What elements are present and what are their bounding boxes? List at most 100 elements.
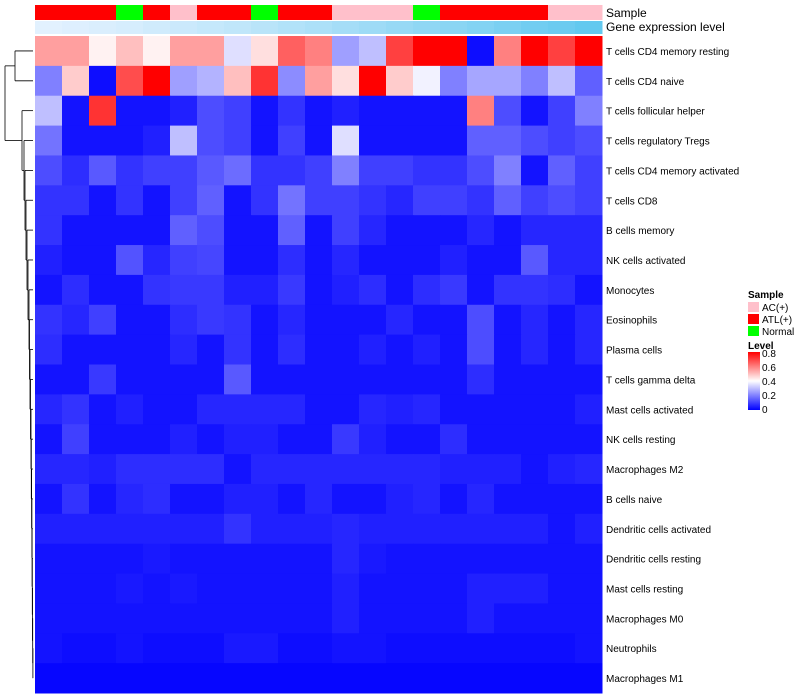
row-label: T cells CD4 naive: [606, 77, 685, 88]
row-label: T cells CD4 memory resting: [606, 47, 729, 58]
heatmap-cell: [305, 603, 333, 634]
heatmap-cell: [89, 125, 117, 156]
heatmap-cell: [170, 95, 198, 127]
heatmap-cell: [548, 573, 576, 604]
annotation-sample-cell: [224, 5, 252, 20]
heatmap-cell: [548, 394, 576, 425]
heatmap-cell: [35, 663, 63, 694]
heatmap-cell: [305, 36, 333, 67]
annotation-sample-cell: [62, 5, 90, 20]
heatmap-cell: [494, 125, 522, 156]
heatmap-cell: [359, 65, 387, 97]
row-label: T cells gamma delta: [606, 375, 696, 386]
annotation-sample-cell: [197, 5, 225, 20]
heatmap-cell: [440, 95, 468, 127]
heatmap-cell: [440, 334, 468, 365]
row-label: T cells follicular helper: [606, 107, 705, 118]
heatmap-cell: [494, 304, 522, 336]
heatmap-cell: [35, 603, 63, 634]
heatmap-cell: [440, 424, 468, 455]
heatmap-cell: [89, 513, 117, 545]
heatmap-cell: [251, 274, 279, 306]
row-label: Neutrophils: [606, 644, 657, 655]
heatmap-cell: [521, 125, 549, 156]
heatmap-cell: [62, 454, 90, 485]
row-label: Macrophages M2: [606, 465, 684, 476]
annotation-expression-cell: [89, 21, 117, 34]
heatmap-cell: [170, 543, 198, 575]
heatmap-cell: [332, 483, 360, 515]
row-label: Dendritic cells resting: [606, 555, 701, 566]
annotation-label-expression: Gene expression level: [606, 20, 725, 34]
heatmap-cell: [170, 633, 198, 664]
heatmap-cell: [116, 36, 144, 67]
annotation-sample-cell: [278, 5, 306, 20]
heatmap-cell: [521, 424, 549, 455]
heatmap-cell: [305, 65, 333, 97]
heatmap-cell: [35, 245, 63, 276]
heatmap-cell: [251, 334, 279, 365]
heatmap-cell: [413, 543, 441, 575]
heatmap-cell: [62, 394, 90, 425]
heatmap-cell: [548, 215, 576, 246]
heatmap-cell: [494, 155, 522, 186]
annotation-sample-cell: [548, 5, 576, 20]
legend-level-tick: 0.8: [762, 349, 776, 360]
row-label: Macrophages M0: [606, 614, 684, 625]
heatmap-cell: [494, 274, 522, 306]
heatmap-cell: [575, 36, 603, 67]
heatmap-cell: [467, 245, 495, 276]
heatmap-cell: [224, 663, 252, 694]
heatmap-cell: [494, 36, 522, 67]
heatmap-cell: [521, 364, 549, 395]
heatmap-cell: [575, 603, 603, 634]
legend-level-tick: 0.2: [762, 391, 776, 402]
heatmap-cell: [89, 36, 117, 67]
heatmap-cell: [548, 36, 576, 67]
heatmap-cell: [251, 36, 279, 67]
annotation-sample-cell: [116, 5, 144, 20]
heatmap-cell: [278, 95, 306, 127]
heatmap-cell: [548, 125, 576, 156]
heatmap-cell: [305, 424, 333, 455]
heatmap-cell: [548, 603, 576, 634]
heatmap-cell: [143, 454, 171, 485]
heatmap-cell: [143, 483, 171, 515]
heatmap-cell: [386, 36, 414, 67]
heatmap-cell: [197, 454, 225, 485]
heatmap-cell: [440, 304, 468, 336]
heatmap-cell: [35, 185, 63, 216]
heatmap-cell: [332, 424, 360, 455]
heatmap-cell: [413, 304, 441, 336]
heatmap-cell: [332, 95, 360, 127]
heatmap-cell: [359, 125, 387, 156]
heatmap-cell: [386, 364, 414, 395]
heatmap-cell: [386, 543, 414, 575]
heatmap-cell: [440, 245, 468, 276]
heatmap-cell: [305, 543, 333, 575]
annotation-sample-cell: [494, 5, 522, 20]
heatmap-cell: [197, 663, 225, 694]
annotation-sample-cell: [386, 5, 414, 20]
heatmap-cell: [278, 424, 306, 455]
heatmap-cell: [467, 334, 495, 365]
heatmap-cell: [359, 483, 387, 515]
legend-level-tick: 0: [762, 405, 768, 416]
heatmap-cell: [251, 603, 279, 634]
heatmap-cell: [386, 125, 414, 156]
heatmap-cell: [278, 215, 306, 246]
heatmap-cell: [116, 543, 144, 575]
heatmap-cell: [413, 603, 441, 634]
heatmap-cell: [170, 245, 198, 276]
heatmap-cell: [197, 155, 225, 186]
row-label: NK cells resting: [606, 435, 675, 446]
heatmap-cell: [62, 155, 90, 186]
heatmap-cell: [359, 185, 387, 216]
heatmap-cell: [170, 603, 198, 634]
heatmap-cell: [251, 245, 279, 276]
heatmap-cell: [413, 394, 441, 425]
heatmap-cell: [386, 573, 414, 604]
heatmap-cell: [413, 95, 441, 127]
heatmap-cell: [251, 185, 279, 216]
heatmap-cell: [89, 633, 117, 664]
